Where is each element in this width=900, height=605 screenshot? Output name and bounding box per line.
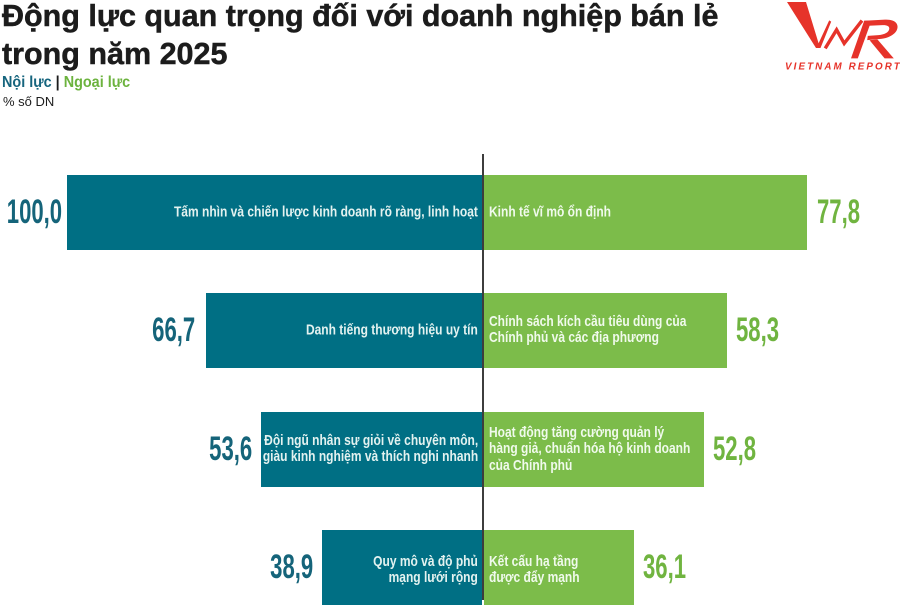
svg-text:VIETNAM REPORT: VIETNAM REPORT — [785, 61, 900, 72]
